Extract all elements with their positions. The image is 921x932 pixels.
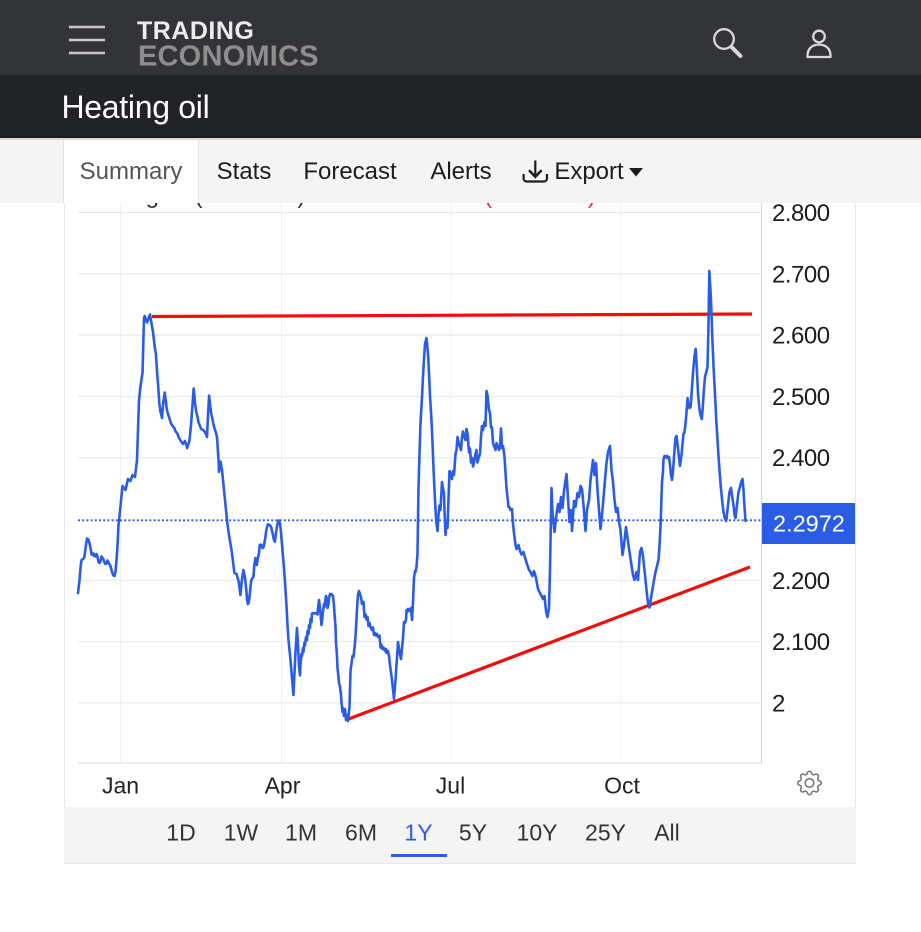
svg-text:2.500: 2.500	[772, 384, 830, 411]
svg-text:2: 2	[772, 690, 785, 717]
svg-text:2.700: 2.700	[772, 261, 830, 288]
svg-text:Oct: Oct	[604, 773, 640, 799]
svg-text:Apr: Apr	[265, 773, 301, 799]
svg-text:ECONOMICS: ECONOMICS	[138, 41, 319, 73]
svg-text:2.2972: 2.2972	[773, 511, 845, 537]
svg-text:2.800: 2.800	[772, 200, 830, 227]
svg-text:Jan: Jan	[102, 773, 139, 799]
svg-text:2.600: 2.600	[772, 323, 830, 350]
svg-text:2.200: 2.200	[772, 568, 830, 595]
svg-text:Jul: Jul	[436, 773, 465, 799]
svg-text:2.400: 2.400	[772, 445, 830, 472]
svg-text:2.100: 2.100	[772, 629, 830, 656]
svg-text:TRADING: TRADING	[137, 17, 254, 45]
